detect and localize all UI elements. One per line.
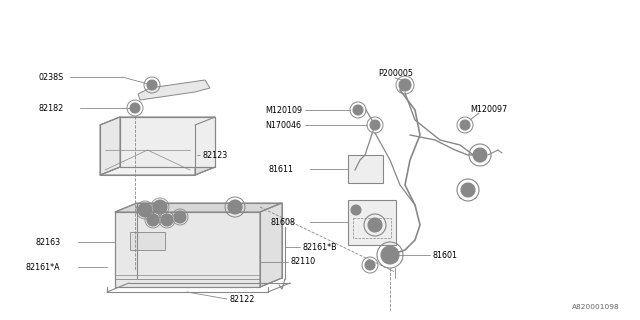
Circle shape [461,183,475,197]
Text: 82182: 82182 [38,103,63,113]
Text: P200005: P200005 [378,68,413,77]
Text: A820001098: A820001098 [572,304,620,310]
Text: 82123: 82123 [202,150,227,159]
Circle shape [368,218,382,232]
Text: N170046: N170046 [265,121,301,130]
Polygon shape [100,117,215,125]
Circle shape [365,260,375,270]
Polygon shape [260,203,282,287]
Bar [130,232,165,250]
Polygon shape [100,117,120,175]
Text: 82122: 82122 [229,294,254,303]
Text: 82110: 82110 [290,258,315,267]
Bar [348,155,383,183]
Polygon shape [138,80,210,100]
Text: 82161*A: 82161*A [25,262,60,271]
Circle shape [138,203,152,217]
Text: 82161*B: 82161*B [302,243,337,252]
Bar [348,200,396,245]
Text: 0238S: 0238S [38,73,63,82]
Text: 81611: 81611 [268,164,293,173]
Circle shape [147,80,157,90]
Polygon shape [195,117,215,175]
Circle shape [399,79,411,91]
Circle shape [174,211,186,223]
Circle shape [130,103,140,113]
Circle shape [370,120,380,130]
Polygon shape [120,117,215,167]
Circle shape [353,105,363,115]
Circle shape [460,120,470,130]
Circle shape [161,214,173,226]
Text: 81608: 81608 [270,218,295,227]
Circle shape [473,148,487,162]
Polygon shape [115,203,282,212]
Text: M120109: M120109 [265,106,302,115]
Circle shape [147,214,159,226]
Circle shape [351,205,361,215]
Text: 81601: 81601 [432,251,457,260]
Circle shape [153,200,167,214]
Circle shape [228,200,242,214]
Polygon shape [100,167,215,175]
Circle shape [381,246,399,264]
Text: M120097: M120097 [470,105,508,114]
Text: 82163: 82163 [35,237,60,246]
Polygon shape [115,212,260,287]
Bar [353,218,391,238]
